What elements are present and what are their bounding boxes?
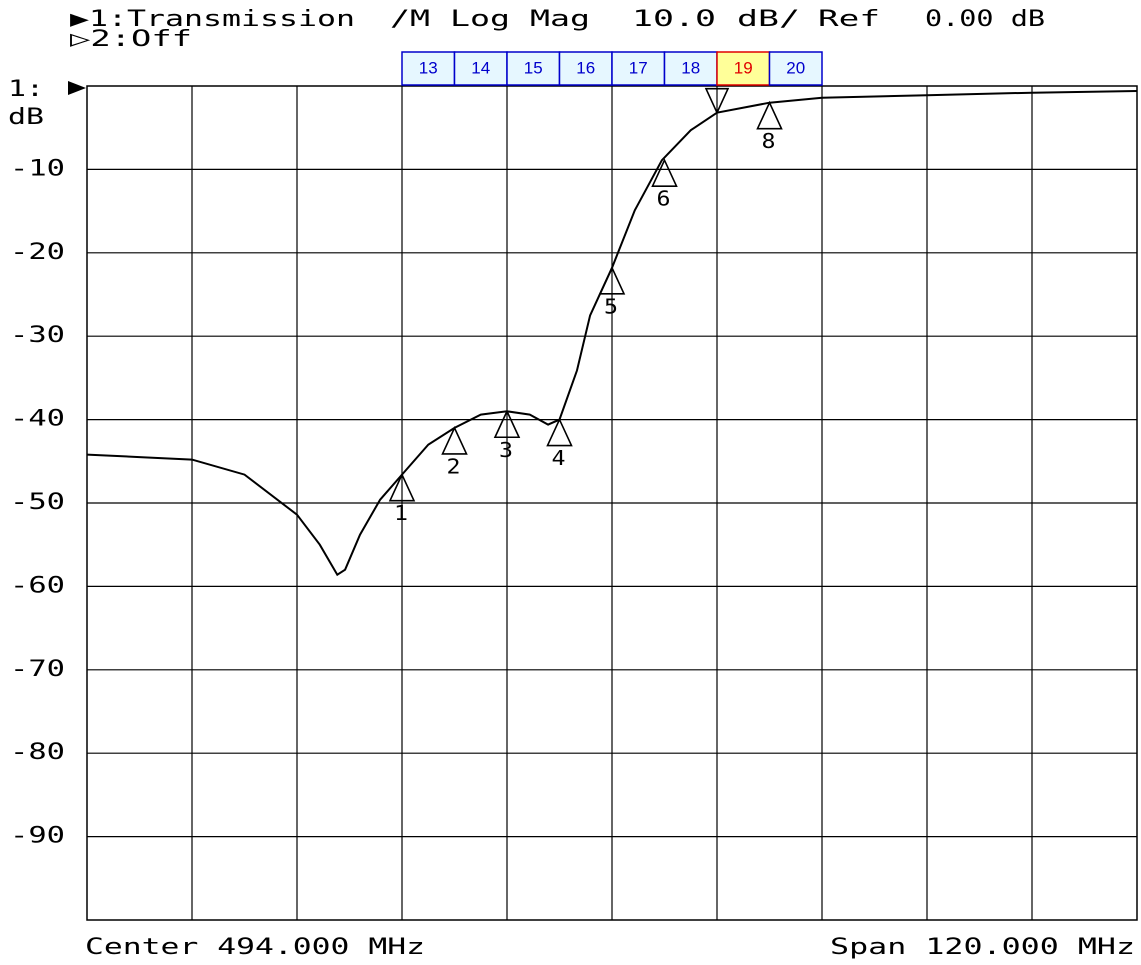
tab-label: 20 xyxy=(786,58,805,77)
ref-label: Ref xyxy=(818,7,880,32)
center-label: Center 494.000 MHz xyxy=(85,935,425,960)
tab-label: 16 xyxy=(576,58,595,77)
tab xyxy=(558,51,613,86)
tab-label: 14 xyxy=(471,58,490,77)
y-tick-label: -60 xyxy=(10,573,65,598)
tab xyxy=(611,51,666,86)
marker xyxy=(493,409,521,439)
marker-label: 1 xyxy=(394,501,408,525)
tab-label: 18 xyxy=(681,58,700,77)
tab-label: 15 xyxy=(524,58,543,77)
y-tick-label: -90 xyxy=(10,824,65,849)
marker-label: 3 xyxy=(499,438,513,462)
marker-label: 5 xyxy=(604,294,618,318)
tab xyxy=(716,51,771,86)
y-tick-label: -10 xyxy=(10,156,65,181)
marker-label: 4 xyxy=(552,446,566,470)
format-label: /M Log Mag xyxy=(390,7,590,32)
trace xyxy=(86,90,1138,577)
tab xyxy=(453,51,508,86)
marker xyxy=(598,265,626,295)
reference-pointer xyxy=(68,81,86,95)
marker xyxy=(388,472,416,502)
y-tick-label: -80 xyxy=(10,740,65,765)
trace1-label: ▶1:Transmission xyxy=(70,7,355,32)
tab-label: 13 xyxy=(419,58,438,77)
marker xyxy=(441,426,468,455)
plot-frame xyxy=(86,85,1138,921)
marker xyxy=(546,417,573,447)
y-tick-label: -70 xyxy=(10,657,65,682)
span-label: Span 120.000 MHz xyxy=(830,935,1135,960)
ref-value: 0.00 dB xyxy=(925,7,1045,32)
y-tick-label: -30 xyxy=(10,323,65,348)
scale-label: 10.0 dB/ xyxy=(632,7,800,32)
tab-label: 17 xyxy=(629,58,648,77)
y-tick-label: -40 xyxy=(10,407,65,432)
trace2-label: ▷2:Off xyxy=(70,27,192,52)
marker-label: 2 xyxy=(447,454,461,478)
y-tick-label: -20 xyxy=(10,240,65,265)
tab xyxy=(663,51,718,86)
marker xyxy=(704,87,730,115)
marker xyxy=(756,100,783,130)
marker-label: 8 xyxy=(762,129,776,153)
tab xyxy=(768,51,823,86)
tab-label: 19 xyxy=(734,58,753,77)
marker-label: 6 xyxy=(657,187,671,211)
tab xyxy=(401,51,456,86)
channel-label: 1: xyxy=(8,77,44,102)
tab xyxy=(506,51,561,86)
marker xyxy=(651,158,678,188)
y-axis-label: dB xyxy=(8,105,44,130)
y-tick-label: -50 xyxy=(10,490,65,515)
